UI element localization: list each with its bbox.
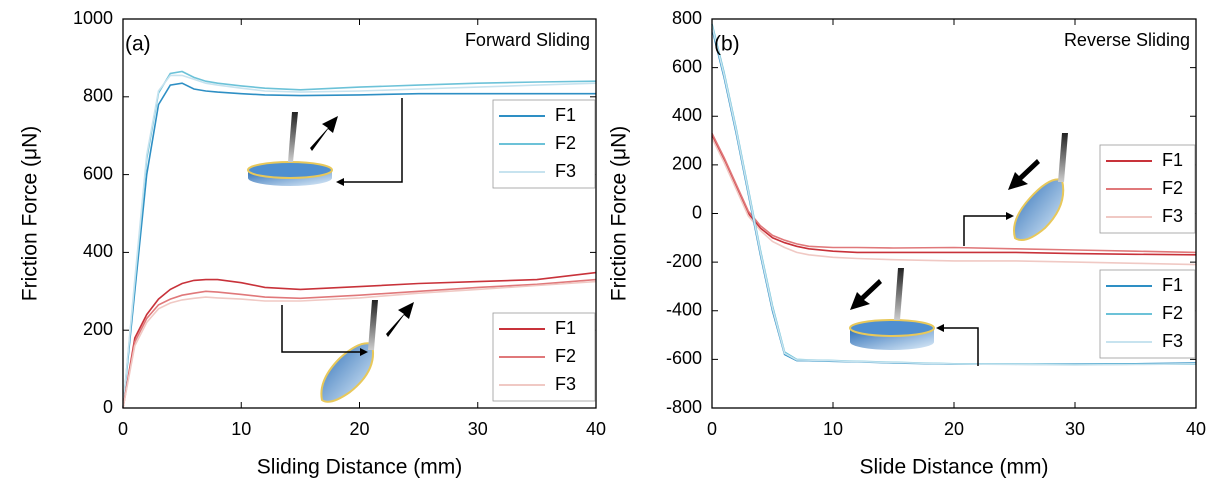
legend: F1 F2 F3 — [1099, 144, 1196, 234]
legend-label: F1 — [1162, 275, 1183, 295]
y-tick-label: -800 — [666, 397, 702, 417]
x-tick-label: 0 — [118, 419, 128, 439]
legend-label: F2 — [555, 133, 576, 153]
x-tick-label: 10 — [231, 419, 251, 439]
data-line — [711, 137, 1197, 266]
y-axis-label: Friction Force (μN) — [19, 126, 42, 301]
legend-label: F1 — [1162, 150, 1183, 170]
data-line — [711, 135, 1197, 256]
illustration — [849, 133, 1068, 366]
legend-label: F1 — [555, 105, 576, 125]
legend-label: F2 — [555, 346, 576, 366]
y-tick-label: 0 — [692, 202, 702, 222]
y-tick-label: 200 — [672, 154, 702, 174]
x-tick-label: 0 — [707, 419, 717, 439]
y-tick-label: -400 — [666, 300, 702, 320]
legend-label: F2 — [1162, 178, 1183, 198]
legend: F1 F2 F3 — [492, 312, 596, 402]
illustration — [247, 98, 414, 403]
y-tick-label: -600 — [666, 348, 702, 368]
legend: F1 F2 F3 — [1099, 269, 1196, 359]
data-line — [122, 74, 597, 409]
y-tick-label: 1000 — [73, 8, 113, 28]
legend-label: F3 — [1162, 206, 1183, 226]
data-line — [122, 280, 597, 409]
y-tick-label: 400 — [83, 241, 113, 261]
legend-label: F1 — [555, 318, 576, 338]
data-line — [711, 132, 1197, 254]
panel: 0 10 20 30 40 -800 -600 -400 -200 0 200 400 600 800 Sl… — [608, 8, 1206, 479]
x-tick-label: 40 — [586, 419, 606, 439]
legend-label: F3 — [1162, 331, 1183, 351]
data-line — [122, 271, 597, 409]
y-tick-label: 600 — [672, 56, 702, 76]
x-axis-label: Slide Distance (mm) — [859, 456, 1048, 479]
y-tick-label: 400 — [672, 105, 702, 125]
x-tick-label: 20 — [944, 419, 964, 439]
panel-label: (b) — [714, 33, 740, 56]
y-tick-label: 800 — [83, 86, 113, 106]
y-axis-label: Friction Force (μN) — [608, 126, 631, 301]
y-tick-label: 800 — [672, 8, 702, 28]
y-tick-label: 0 — [103, 397, 113, 417]
x-axis-label: Sliding Distance (mm) — [257, 456, 462, 479]
x-tick-label: 30 — [1065, 419, 1085, 439]
y-tick-label: -200 — [666, 251, 702, 271]
legend-label: F3 — [555, 374, 576, 394]
data-line — [711, 26, 1197, 366]
x-tick-label: 10 — [823, 419, 843, 439]
legend-label: F2 — [1162, 303, 1183, 323]
panel-label: (a) — [125, 33, 151, 56]
chart-title: Forward Sliding — [465, 30, 590, 50]
chart-title: Reverse Sliding — [1064, 30, 1190, 50]
data-line — [122, 82, 596, 409]
data-line — [122, 278, 597, 409]
x-tick-label: 20 — [349, 419, 369, 439]
y-tick-label: 600 — [83, 163, 113, 183]
legend: F1 F2 F3 — [492, 99, 596, 189]
legend-label: F3 — [555, 161, 576, 181]
x-tick-label: 30 — [468, 419, 488, 439]
y-tick-label: 200 — [83, 319, 113, 339]
x-tick-label: 40 — [1186, 419, 1206, 439]
